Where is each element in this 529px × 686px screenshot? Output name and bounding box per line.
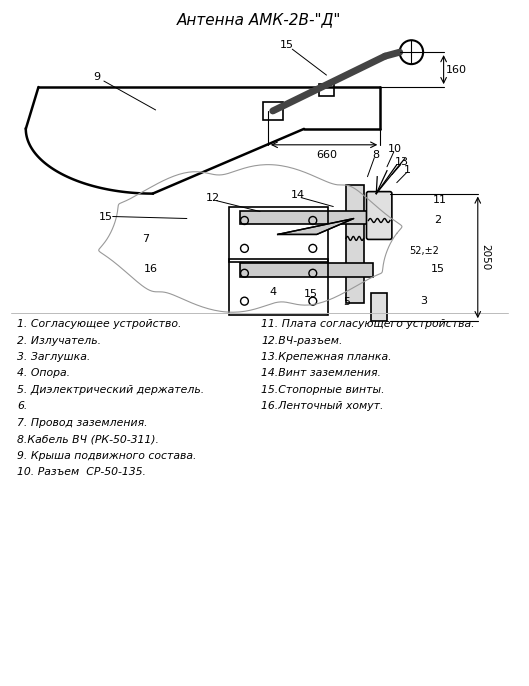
Bar — [318, 84, 334, 96]
Text: 8: 8 — [373, 150, 380, 160]
Bar — [263, 102, 282, 120]
Text: 2: 2 — [434, 215, 441, 224]
Text: 4. Опора.: 4. Опора. — [17, 368, 70, 379]
Text: 3: 3 — [421, 296, 427, 306]
Bar — [229, 206, 329, 262]
Text: Антенна АМК-2В-"Д": Антенна АМК-2В-"Д" — [177, 12, 341, 27]
Text: 660: 660 — [316, 150, 337, 160]
Text: 52,±2: 52,±2 — [409, 246, 439, 257]
Bar — [240, 263, 373, 277]
Text: 15.Стопорные винты.: 15.Стопорные винты. — [261, 385, 385, 395]
Bar — [229, 259, 329, 315]
Text: 8.Кабель ВЧ (РК-50-311).: 8.Кабель ВЧ (РК-50-311). — [17, 434, 159, 444]
Bar — [371, 293, 387, 321]
Text: 11: 11 — [433, 195, 446, 204]
Text: 15: 15 — [279, 40, 294, 50]
Text: 9. Крыша подвижного состава.: 9. Крыша подвижного состава. — [17, 451, 196, 460]
Bar — [240, 211, 373, 224]
Text: 12: 12 — [206, 193, 220, 202]
Text: 3. Заглушка.: 3. Заглушка. — [17, 352, 90, 362]
Text: 16: 16 — [144, 264, 158, 274]
Text: 10: 10 — [388, 144, 402, 154]
Text: 7: 7 — [142, 235, 149, 244]
Text: 4: 4 — [269, 287, 276, 297]
Text: 16.Ленточный хомут.: 16.Ленточный хомут. — [261, 401, 384, 411]
Text: 160: 160 — [445, 64, 467, 75]
Polygon shape — [278, 219, 354, 235]
Text: 5. Диэлектрический держатель.: 5. Диэлектрический держатель. — [17, 385, 204, 395]
Text: 14.Винт заземления.: 14.Винт заземления. — [261, 368, 381, 379]
Text: 13.Крепежная планка.: 13.Крепежная планка. — [261, 352, 391, 362]
Text: 1: 1 — [404, 165, 411, 175]
Text: 2. Излучатель.: 2. Излучатель. — [17, 335, 101, 346]
Text: 1. Согласующее устройство.: 1. Согласующее устройство. — [17, 319, 181, 329]
Text: 2050: 2050 — [481, 244, 491, 270]
Text: 10. Разъем  СР-50-135.: 10. Разъем СР-50-135. — [17, 467, 146, 477]
Text: 14: 14 — [291, 189, 305, 200]
Text: 5: 5 — [343, 297, 351, 307]
Text: 9: 9 — [94, 72, 101, 82]
Text: 7. Провод заземления.: 7. Провод заземления. — [17, 418, 148, 427]
Text: 13: 13 — [395, 156, 408, 167]
Text: 15: 15 — [99, 211, 113, 222]
Text: 15: 15 — [431, 264, 445, 274]
Bar — [346, 185, 363, 303]
Text: 6.: 6. — [17, 401, 28, 411]
FancyBboxPatch shape — [367, 191, 392, 239]
Text: 15: 15 — [304, 289, 318, 299]
Text: 11. Плата согласующего устройства.: 11. Плата согласующего устройства. — [261, 319, 475, 329]
Text: 12.ВЧ-разъем.: 12.ВЧ-разъем. — [261, 335, 343, 346]
